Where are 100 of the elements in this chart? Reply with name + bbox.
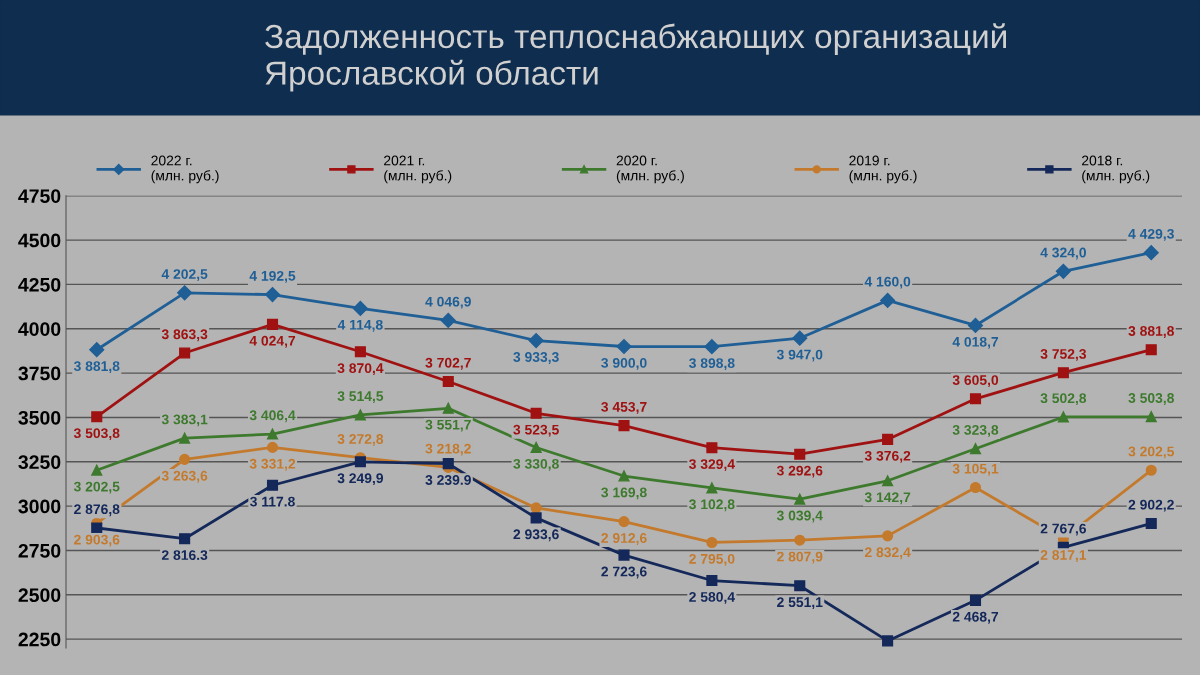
legend-label: 2019 г. (млн. руб.): [849, 155, 917, 184]
data-label: 2 767,6: [1040, 523, 1087, 536]
point: [618, 516, 630, 528]
point: [1055, 263, 1071, 279]
point: [266, 479, 279, 491]
data-label: 3 272,8: [337, 434, 384, 446]
point: [1143, 245, 1159, 261]
point: [706, 442, 718, 454]
data-label: 3 881,8: [1128, 326, 1174, 338]
data-label: 3 249,9: [337, 473, 384, 486]
data-label: 3 881,8: [73, 361, 120, 374]
data-label: 2 832,4: [864, 547, 911, 560]
point: [967, 317, 984, 334]
data-label: 3 406,4: [249, 410, 296, 423]
point: [440, 312, 456, 329]
data-label: 3 142,7: [864, 492, 911, 505]
point: [179, 347, 191, 359]
point: [618, 420, 630, 432]
point: [91, 464, 103, 476]
point: [1057, 367, 1069, 379]
data-label: 3 329,4: [689, 459, 735, 472]
point: [179, 533, 191, 545]
point: [882, 530, 894, 542]
point: [352, 300, 368, 316]
point: [91, 411, 103, 423]
point: [882, 475, 894, 487]
point: [618, 549, 630, 561]
point: [177, 285, 193, 301]
data-label: 3 218,2: [425, 443, 471, 456]
data-label: 3 453,7: [601, 401, 647, 414]
data-label: 2 933,6: [513, 529, 559, 542]
data-label: 4 160,0: [864, 276, 911, 289]
data-label: 3 039,4: [776, 510, 823, 523]
data-label: 2 876,8: [74, 504, 120, 517]
data-label: 3 323,8: [952, 425, 999, 437]
legend-label: 2020 г. (млн. руб.): [616, 155, 684, 184]
data-label: 3 263,6: [161, 470, 208, 483]
y-tick-label: 3750: [18, 366, 61, 381]
y-tick-label: 4000: [18, 322, 61, 336]
data-label: 2 912,6: [601, 533, 647, 545]
y-tick-label: 2750: [18, 543, 61, 558]
point: [794, 493, 806, 505]
data-label: 2 817,1: [1040, 550, 1087, 562]
data-label: 3 376,2: [864, 450, 911, 463]
data-label: 3 863,3: [161, 329, 208, 342]
y-tick-label: 3250: [18, 455, 61, 470]
point: [1145, 464, 1157, 476]
point: [266, 428, 279, 440]
data-label: 2 468,7: [952, 611, 999, 624]
data-label: 2 580,4: [689, 592, 735, 604]
data-label: 4 046,9: [425, 296, 471, 309]
data-label: 4 192,5: [249, 270, 296, 283]
data-label: 3 503,8: [1128, 393, 1174, 405]
y-tick-label: 3000: [18, 499, 61, 514]
point: [442, 402, 454, 414]
data-label: 3 117.8: [250, 496, 295, 507]
point: [266, 441, 279, 453]
data-label: 3 900,0: [601, 357, 647, 370]
data-label: 2 551,1: [777, 597, 823, 610]
point: [616, 338, 632, 355]
point: [528, 333, 544, 349]
data-label: 4 018,7: [952, 336, 999, 349]
data-label: 3 898,8: [689, 358, 735, 371]
data-label: 3 933,3: [513, 352, 559, 364]
y-tick-label: 2250: [18, 632, 61, 647]
data-label: 3 551,7: [425, 419, 471, 432]
point: [969, 481, 982, 494]
data-label: 3 292,6: [776, 465, 823, 478]
data-label: 4 202,5: [161, 269, 208, 282]
point: [794, 580, 806, 592]
point: [618, 470, 630, 482]
data-label: 3 503,8: [73, 428, 120, 441]
data-label: 3 202,5: [73, 481, 120, 494]
data-label: 3 202,5: [1128, 446, 1175, 459]
y-tick-label: 2500: [18, 588, 61, 603]
data-label: 3 239.9: [425, 475, 471, 485]
point: [969, 393, 982, 405]
point: [442, 375, 454, 388]
data-label: 2 816.3: [161, 550, 208, 561]
point: [1145, 517, 1157, 530]
point: [794, 534, 806, 546]
data-label: 3 947,0: [776, 349, 823, 362]
data-label: 4 114,8: [337, 319, 383, 332]
data-label: 3 105,1: [952, 463, 999, 476]
point: [179, 432, 191, 444]
point: [179, 453, 191, 465]
point: [792, 330, 808, 346]
data-label: 4 024,7: [249, 335, 296, 348]
data-label: 4 429,3: [1128, 228, 1174, 241]
point: [880, 292, 896, 308]
data-label: 3 102,8: [689, 499, 735, 512]
point: [354, 456, 366, 468]
data-label: 3 523,5: [513, 424, 559, 437]
point: [89, 342, 105, 358]
data-label: 3 870,4: [337, 363, 384, 376]
point: [1145, 344, 1157, 356]
data-label: 4 324,0: [1040, 247, 1086, 260]
data-label: 3 169,8: [601, 487, 647, 500]
point: [882, 635, 894, 647]
point: [530, 441, 542, 454]
